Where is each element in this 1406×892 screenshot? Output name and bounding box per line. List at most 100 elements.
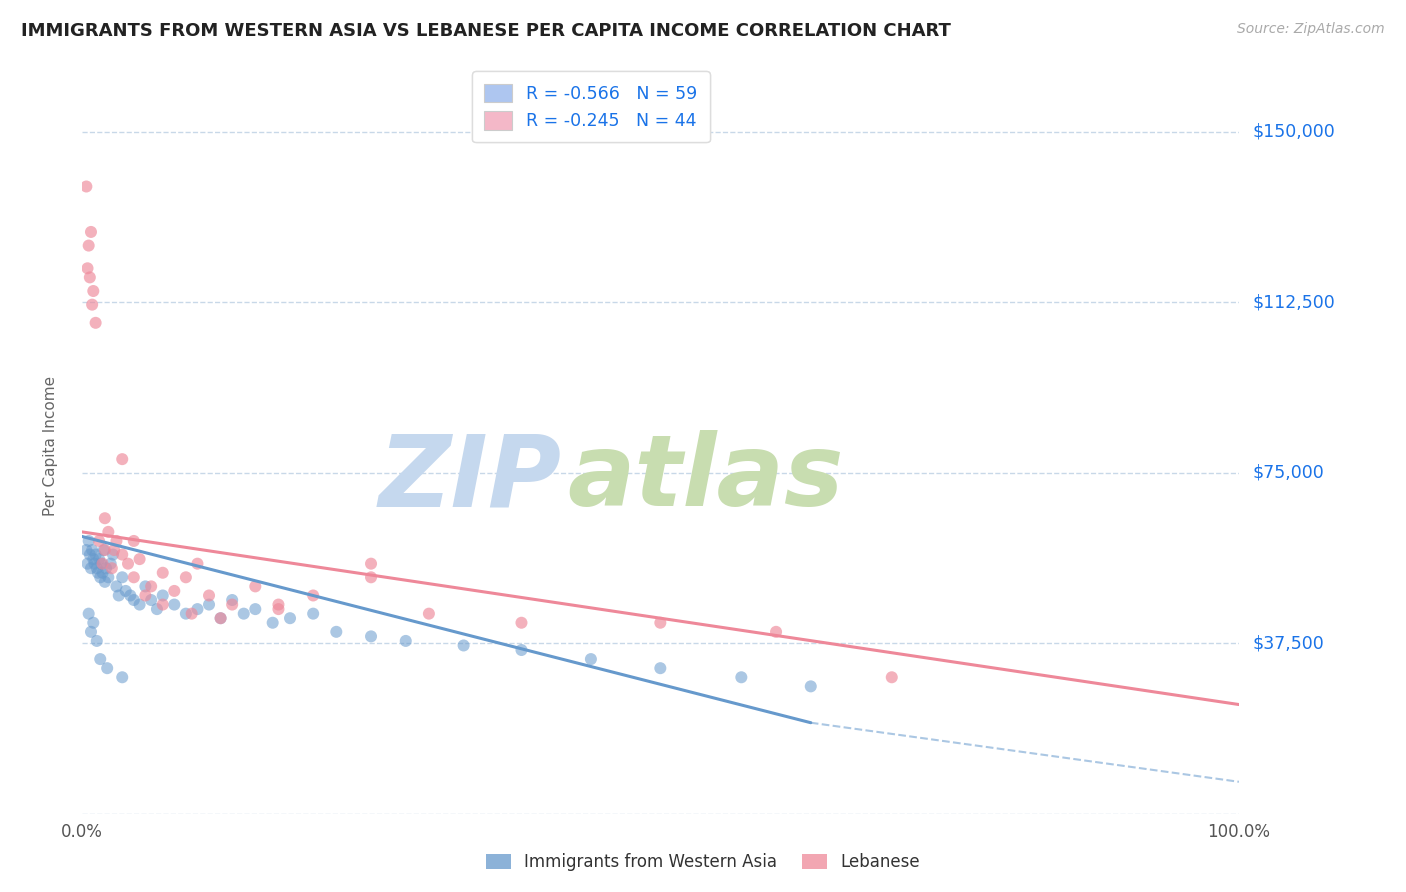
Point xyxy=(103,543,125,558)
Point xyxy=(105,533,128,548)
Point xyxy=(209,611,232,625)
Point xyxy=(83,557,105,571)
Point xyxy=(418,607,440,621)
Point xyxy=(75,179,97,194)
Point xyxy=(122,533,145,548)
Point xyxy=(79,270,101,285)
Point xyxy=(302,589,325,603)
Point xyxy=(86,561,108,575)
Point xyxy=(163,598,186,612)
Point xyxy=(82,284,104,298)
Point xyxy=(395,634,418,648)
Point xyxy=(174,607,197,621)
Point xyxy=(278,611,301,625)
Point xyxy=(650,615,672,630)
Point xyxy=(221,593,243,607)
Point xyxy=(111,452,134,467)
Point xyxy=(94,511,117,525)
Point xyxy=(765,624,787,639)
Point xyxy=(186,602,208,616)
Point xyxy=(79,548,101,562)
Point xyxy=(198,598,221,612)
Point xyxy=(134,579,156,593)
Point xyxy=(880,670,903,684)
Point xyxy=(101,548,124,562)
Point xyxy=(117,557,139,571)
Point xyxy=(111,548,134,562)
Point xyxy=(82,552,104,566)
Point xyxy=(141,593,163,607)
Point xyxy=(87,533,110,548)
Text: IMMIGRANTS FROM WESTERN ASIA VS LEBANESE PER CAPITA INCOME CORRELATION CHART: IMMIGRANTS FROM WESTERN ASIA VS LEBANESE… xyxy=(21,22,950,40)
Point xyxy=(97,570,120,584)
Point xyxy=(510,615,533,630)
Text: $75,000: $75,000 xyxy=(1253,464,1324,482)
Point xyxy=(90,557,112,571)
Point xyxy=(174,570,197,584)
Point xyxy=(94,561,117,575)
Text: atlas: atlas xyxy=(568,430,844,527)
Point xyxy=(80,225,103,239)
Point xyxy=(267,602,290,616)
Point xyxy=(800,679,823,693)
Point xyxy=(84,548,107,562)
Text: $112,500: $112,500 xyxy=(1253,293,1336,311)
Point xyxy=(82,615,104,630)
Point xyxy=(730,670,752,684)
Point xyxy=(122,570,145,584)
Point xyxy=(122,593,145,607)
Point xyxy=(93,543,115,558)
Point xyxy=(89,570,111,584)
Point xyxy=(89,652,111,666)
Text: Source: ZipAtlas.com: Source: ZipAtlas.com xyxy=(1237,22,1385,37)
Point xyxy=(245,579,267,593)
Point xyxy=(128,552,150,566)
Legend: R = -0.566   N = 59, R = -0.245   N = 44: R = -0.566 N = 59, R = -0.245 N = 44 xyxy=(472,71,710,142)
Point xyxy=(86,634,108,648)
Point xyxy=(221,598,243,612)
Point xyxy=(650,661,672,675)
Point xyxy=(87,566,110,580)
Point xyxy=(80,624,103,639)
Text: $37,500: $37,500 xyxy=(1253,634,1324,652)
Point xyxy=(152,589,174,603)
Point xyxy=(325,624,347,639)
Point xyxy=(75,543,97,558)
Point xyxy=(141,579,163,593)
Point xyxy=(198,589,221,603)
Point xyxy=(82,298,104,312)
Point xyxy=(94,543,117,558)
Point xyxy=(84,316,107,330)
Point xyxy=(87,552,110,566)
Point xyxy=(245,602,267,616)
Point xyxy=(360,629,382,643)
Point xyxy=(262,615,284,630)
Point xyxy=(94,574,117,589)
Point xyxy=(100,557,122,571)
Point xyxy=(80,561,103,575)
Point xyxy=(111,670,134,684)
Point xyxy=(186,557,208,571)
Point xyxy=(209,611,232,625)
Text: $150,000: $150,000 xyxy=(1253,123,1336,141)
Point xyxy=(91,557,114,571)
Point xyxy=(107,589,129,603)
Point xyxy=(82,543,104,558)
Point xyxy=(101,561,124,575)
Point xyxy=(510,643,533,657)
Point xyxy=(96,661,118,675)
Point xyxy=(152,598,174,612)
Point xyxy=(134,589,156,603)
Point xyxy=(146,602,169,616)
Point xyxy=(152,566,174,580)
Point xyxy=(97,524,120,539)
Point xyxy=(76,261,98,276)
Point xyxy=(579,652,602,666)
Point xyxy=(77,607,100,621)
Legend: Immigrants from Western Asia, Lebanese: Immigrants from Western Asia, Lebanese xyxy=(478,845,928,880)
Point xyxy=(77,533,100,548)
Point xyxy=(120,589,142,603)
Y-axis label: Per Capita Income: Per Capita Income xyxy=(44,376,58,516)
Point xyxy=(77,238,100,252)
Text: ZIP: ZIP xyxy=(380,430,562,527)
